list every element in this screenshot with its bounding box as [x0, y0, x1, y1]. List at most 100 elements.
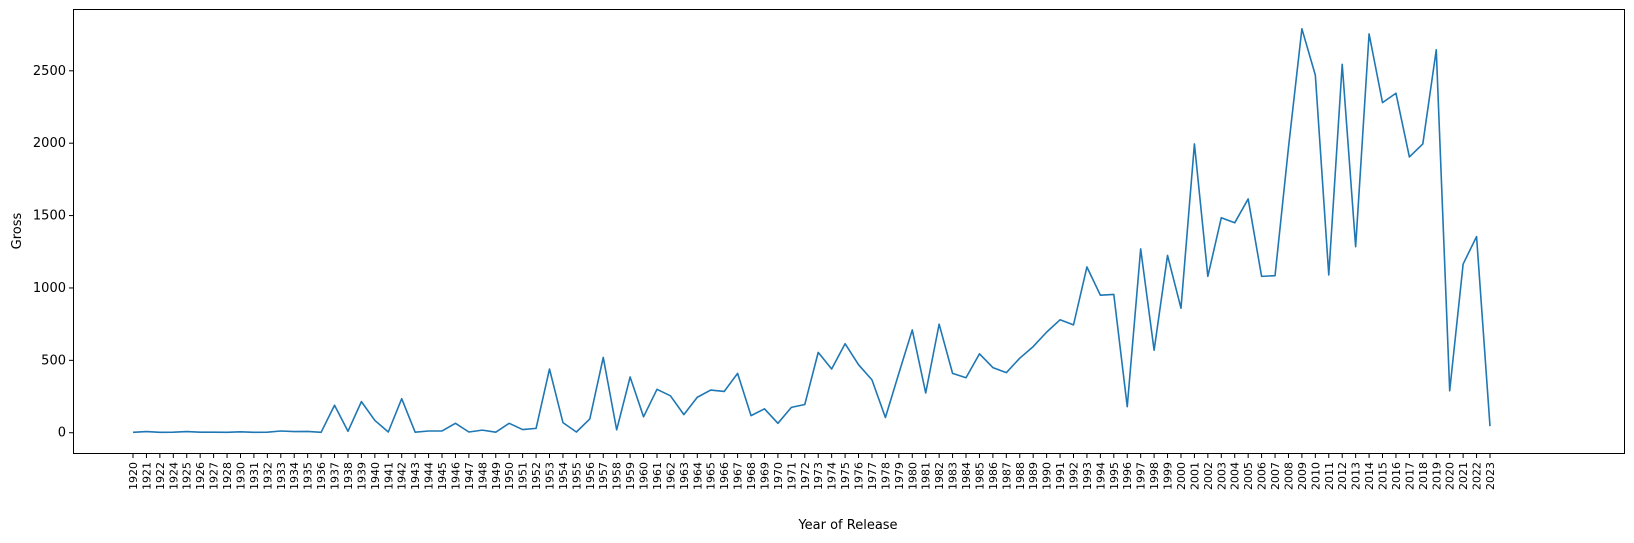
x-tick-label: 1950	[503, 462, 516, 490]
x-tick-label: 1981	[920, 462, 933, 490]
x-tick-label: 1937	[329, 462, 342, 490]
x-tick-label: 1964	[691, 462, 704, 490]
x-tick-label: 1933	[275, 462, 288, 490]
x-tick-label: 1994	[1094, 462, 1107, 490]
x-tick-label: 2016	[1390, 462, 1403, 490]
x-tick-label: 1947	[463, 462, 476, 490]
x-tick-label: 1976	[853, 462, 866, 490]
x-tick-label: 1934	[288, 462, 301, 490]
x-tick-label: 1977	[866, 462, 879, 490]
x-tick-label: 1928	[221, 462, 234, 490]
x-tick-label: 2012	[1336, 462, 1349, 490]
x-tick-label: 2022	[1471, 462, 1484, 490]
x-tick-label: 1963	[678, 462, 691, 490]
x-tick-label: 1920	[127, 462, 140, 490]
x-tick-label: 1965	[705, 462, 718, 490]
y-tick-label: 1000	[33, 281, 66, 296]
x-axis: 1920 1921 1922 1924 1925 1926 1927 1928 1930 1931…	[127, 453, 1497, 490]
x-tick-label: 1925	[181, 462, 194, 490]
x-tick-label: 2019	[1430, 462, 1443, 490]
x-tick-label: 1932	[261, 462, 274, 490]
x-tick-label: 2008	[1282, 462, 1295, 490]
x-tick-label: 1971	[785, 462, 798, 490]
y-tick-label: 1500	[33, 209, 66, 224]
x-tick-label: 2017	[1403, 462, 1416, 490]
x-tick-label: 2001	[1188, 462, 1201, 490]
x-tick-label: 2015	[1377, 462, 1390, 490]
x-tick-label: 2003	[1215, 462, 1228, 490]
x-axis-label: Year of Release	[797, 518, 897, 533]
y-tick-label: 500	[41, 353, 66, 368]
plot-frame	[73, 9, 1625, 454]
x-tick-label: 1967	[732, 462, 745, 490]
x-tick-label: 2018	[1417, 462, 1430, 490]
x-tick-label: 1990	[1041, 462, 1054, 490]
x-tick-label: 1924	[167, 462, 180, 490]
x-tick-label: 1940	[369, 462, 382, 490]
x-tick-label: 1961	[651, 462, 664, 490]
x-tick-label: 1938	[342, 462, 355, 490]
x-tick-label: 2021	[1457, 462, 1470, 490]
x-tick-label: 1942	[396, 462, 409, 490]
x-tick-label: 1978	[879, 462, 892, 490]
x-tick-label: 1962	[664, 462, 677, 490]
x-tick-label: 1972	[799, 462, 812, 490]
x-tick-label: 1993	[1081, 462, 1094, 490]
x-tick-label: 1968	[745, 462, 758, 490]
x-tick-label: 1943	[409, 462, 422, 490]
x-tick-label: 1960	[638, 462, 651, 490]
x-tick-label: 1957	[597, 462, 610, 490]
x-tick-label: 1927	[208, 462, 221, 490]
x-tick-label: 1931	[248, 462, 261, 490]
x-tick-label: 1926	[194, 462, 207, 490]
y-tick-label: 0	[58, 426, 66, 441]
y-tick-label: 2000	[33, 136, 66, 151]
x-tick-label: 1959	[624, 462, 637, 490]
x-tick-label: 1984	[960, 462, 973, 490]
x-tick-label: 2009	[1296, 462, 1309, 490]
x-tick-label: 1954	[557, 462, 570, 490]
x-tick-label: 2006	[1256, 462, 1269, 490]
x-tick-label: 1935	[302, 462, 315, 490]
x-tick-label: 1998	[1148, 462, 1161, 490]
x-tick-label: 1997	[1135, 462, 1148, 490]
x-tick-label: 1958	[611, 462, 624, 490]
gross-series-line	[132, 28, 1491, 434]
x-tick-label: 2007	[1269, 462, 1282, 490]
x-tick-label: 1970	[772, 462, 785, 490]
x-tick-label: 1983	[947, 462, 960, 490]
x-tick-label: 1986	[987, 462, 1000, 490]
x-tick-label: 1955	[570, 462, 583, 490]
x-tick-label: 1944	[423, 462, 436, 490]
x-tick-label: 1987	[1000, 462, 1013, 490]
x-tick-label: 1975	[839, 462, 852, 490]
x-tick-label: 2002	[1202, 462, 1215, 490]
x-tick-label: 1921	[140, 462, 153, 490]
x-tick-label: 1996	[1121, 462, 1134, 490]
x-tick-label: 1979	[893, 462, 906, 490]
x-tick-label: 1922	[154, 462, 167, 490]
x-tick-label: 2010	[1309, 462, 1322, 490]
x-tick-label: 2004	[1229, 462, 1242, 490]
x-tick-label: 1939	[355, 462, 368, 490]
x-tick-label: 1946	[449, 462, 462, 490]
x-tick-label: 1941	[382, 462, 395, 490]
y-axis: 0 500 1000 1500 2000 2500	[33, 64, 74, 441]
y-tick-label: 2500	[33, 64, 66, 79]
x-tick-label: 2000	[1175, 462, 1188, 490]
x-tick-label: 1936	[315, 462, 328, 490]
x-tick-label: 1948	[476, 462, 489, 490]
x-tick-label: 1980	[906, 462, 919, 490]
x-tick-label: 1951	[517, 462, 530, 490]
x-tick-label: 1999	[1162, 462, 1175, 490]
x-tick-label: 1952	[530, 462, 543, 490]
x-tick-label: 2011	[1323, 462, 1336, 490]
x-tick-label: 1966	[718, 462, 731, 490]
x-tick-label: 1953	[544, 462, 557, 490]
x-tick-label: 1949	[490, 462, 503, 490]
x-tick-label: 1974	[826, 462, 839, 490]
y-axis-label: Gross	[10, 212, 25, 249]
x-tick-label: 2005	[1242, 462, 1255, 490]
x-tick-label: 2020	[1444, 462, 1457, 490]
